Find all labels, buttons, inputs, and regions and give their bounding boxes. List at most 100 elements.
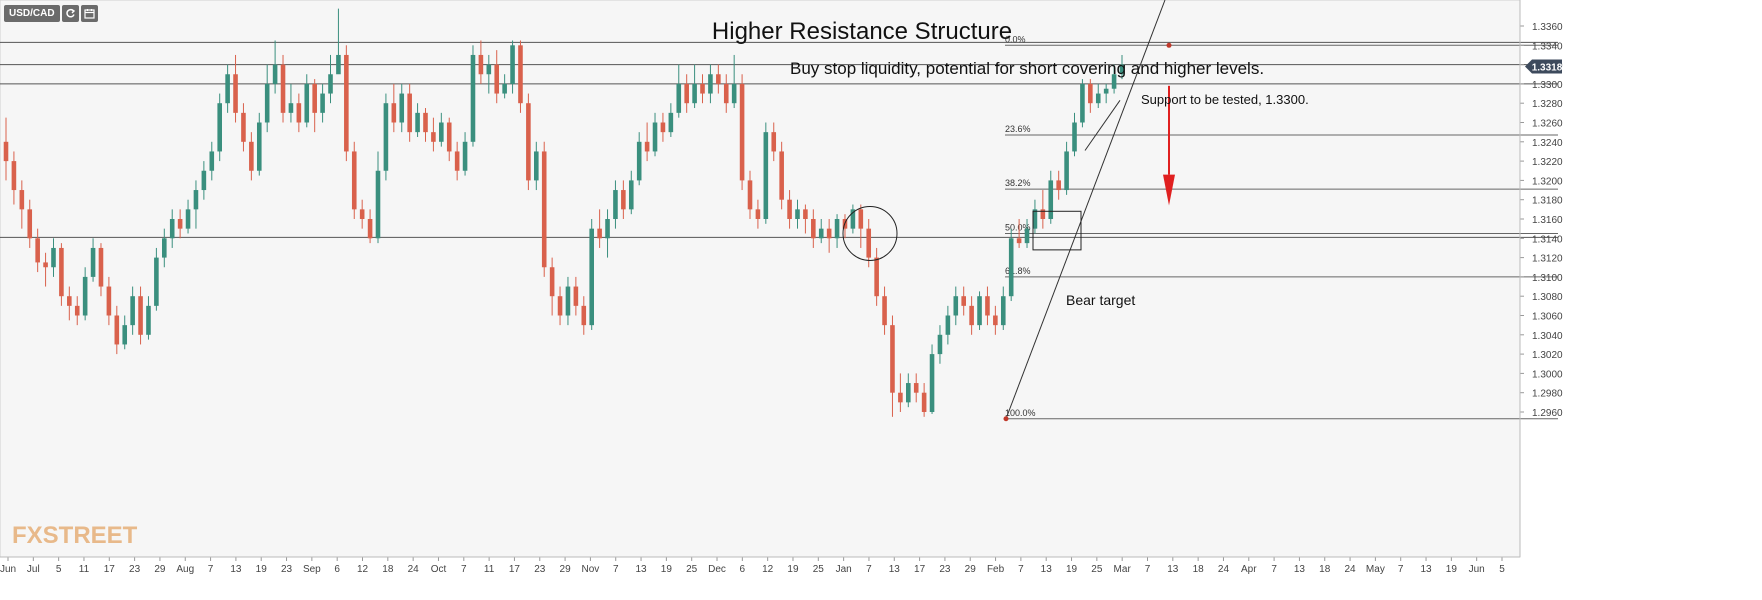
candle-body [19, 190, 25, 210]
chart-toolbar: USD/CAD [4, 5, 98, 22]
candle-body [470, 54, 476, 142]
x-tick-label: Dec [708, 564, 726, 575]
candle-body [771, 132, 777, 152]
candle [636, 132, 642, 186]
x-tick-label: Feb [987, 564, 1005, 575]
x-tick-label: Sep [303, 564, 321, 575]
candle-body [201, 170, 207, 191]
candle-body [874, 257, 879, 297]
candle [19, 180, 25, 229]
candle [359, 199, 365, 229]
candle [921, 383, 927, 417]
x-tick-label: Jun [0, 564, 16, 575]
candle-body [146, 305, 151, 335]
candle [106, 276, 112, 326]
candle [74, 296, 80, 326]
x-tick-label: 25 [1091, 564, 1103, 575]
candle-body [90, 247, 96, 277]
x-tick-label: Apr [1241, 564, 1257, 575]
candle-body [162, 238, 167, 258]
candle-body [644, 141, 650, 152]
x-tick-label: Aug [176, 564, 194, 575]
chart-title: Higher Resistance Structure [712, 18, 1012, 45]
candle [898, 373, 903, 412]
candle [1080, 79, 1085, 128]
candle [747, 170, 753, 219]
candle-body [241, 112, 246, 142]
candle-body [549, 267, 555, 297]
candle [130, 286, 135, 335]
candle [628, 170, 634, 215]
candle [526, 93, 531, 191]
candle-body [304, 83, 310, 123]
highlight-circle [842, 205, 898, 261]
candle-body [921, 392, 927, 412]
candle [565, 276, 571, 326]
candle [1095, 83, 1101, 109]
candle-body [1072, 122, 1077, 152]
x-tick-label: 13 [1041, 564, 1053, 575]
symbol-button[interactable]: USD/CAD [4, 5, 60, 22]
candle [478, 40, 484, 84]
candle [929, 344, 935, 414]
x-tick-label: 13 [1294, 564, 1306, 575]
candle [708, 64, 713, 104]
candle-body [961, 296, 966, 306]
x-tick-label: 7 [866, 564, 872, 575]
candle-body [367, 219, 373, 239]
candle [367, 209, 373, 244]
calendar-icon[interactable] [80, 5, 98, 22]
trendline-main [1005, 0, 1166, 419]
candle-body [1095, 93, 1101, 104]
candle [462, 132, 468, 176]
candle [668, 103, 674, 137]
candle [913, 373, 919, 403]
y-tick-label: 1.3240 [1532, 138, 1563, 149]
candle-body [264, 83, 270, 123]
candle [1024, 219, 1030, 248]
candle-body [122, 325, 128, 345]
candle-body [834, 219, 840, 239]
candle [177, 209, 183, 239]
candle-body [913, 383, 919, 393]
candle-body [811, 219, 816, 239]
candle-body [154, 257, 159, 306]
candle [51, 238, 56, 277]
candle [241, 103, 246, 152]
candle-body [589, 228, 594, 326]
x-tick-label: 19 [787, 564, 799, 575]
x-tick-label: 29 [965, 564, 977, 575]
candle [739, 74, 745, 191]
candle-body [67, 296, 72, 306]
candle-body [1088, 83, 1093, 104]
candle [700, 74, 705, 104]
candle [1040, 190, 1046, 229]
refresh-icon[interactable] [61, 5, 79, 22]
y-tick-label: 1.3120 [1532, 254, 1563, 265]
candle [684, 74, 689, 113]
candle [82, 267, 88, 321]
candle-body [826, 228, 832, 239]
candle-body [446, 122, 452, 152]
candle [423, 108, 428, 142]
x-tick-label: 12 [762, 564, 774, 575]
fib-level-label: 38.2% [1005, 178, 1031, 188]
candle [193, 180, 199, 229]
x-tick-label: 7 [1145, 564, 1151, 575]
candle [209, 141, 215, 181]
candle [549, 257, 555, 316]
x-tick-label: 11 [79, 564, 90, 575]
candle-body [217, 103, 222, 152]
candle [763, 122, 769, 224]
candle [1111, 64, 1117, 94]
fib-anchor [1166, 42, 1172, 48]
candle-body [462, 141, 468, 171]
candle [1000, 286, 1006, 330]
candle-body [573, 286, 579, 306]
candle-body [399, 93, 405, 123]
candle-body [454, 151, 460, 171]
candle-body [597, 228, 602, 239]
candle-body [1119, 64, 1125, 75]
